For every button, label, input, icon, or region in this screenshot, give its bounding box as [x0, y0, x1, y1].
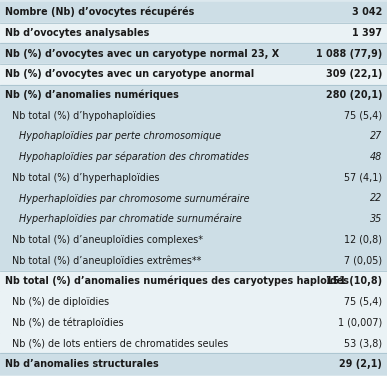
Text: 7 (0,05): 7 (0,05) — [344, 255, 382, 265]
Text: 1 088 (77,9): 1 088 (77,9) — [316, 49, 382, 59]
Bar — [0, 250, 387, 271]
Text: Nb total (%) d’hypohaploïdies: Nb total (%) d’hypohaploïdies — [12, 111, 155, 121]
Text: Nb (%) d’ovocytes avec un caryotype normal 23, X: Nb (%) d’ovocytes avec un caryotype norm… — [5, 49, 279, 59]
Text: 12 (0,8): 12 (0,8) — [344, 235, 382, 245]
Text: Hyperhaploïdies par chromosome surnuméraire: Hyperhaploïdies par chromosome surnuméra… — [19, 193, 249, 203]
Text: 53 (3,8): 53 (3,8) — [344, 338, 382, 348]
Text: Nb total (%) d’hyperhaploïdies: Nb total (%) d’hyperhaploïdies — [12, 173, 159, 183]
Text: Nb d’anomalies structurales: Nb d’anomalies structurales — [5, 359, 158, 369]
Bar — [0, 353, 387, 374]
Text: Nb (%) de diploïdies: Nb (%) de diploïdies — [12, 297, 109, 307]
Bar — [0, 229, 387, 250]
Text: Nb total (%) d’anomalies numériques des caryotypes haploïdes: Nb total (%) d’anomalies numériques des … — [5, 276, 349, 286]
Text: Nb total (%) d’aneuploïdies complexes*: Nb total (%) d’aneuploïdies complexes* — [12, 235, 203, 245]
Bar — [0, 147, 387, 167]
Text: Hypohaploïdies par perte chromosomique: Hypohaploïdies par perte chromosomique — [19, 131, 221, 141]
Bar — [0, 167, 387, 188]
Text: 22: 22 — [370, 193, 382, 203]
Bar — [0, 85, 387, 105]
Bar — [0, 43, 387, 64]
Bar — [0, 126, 387, 147]
Text: 57 (4,1): 57 (4,1) — [344, 173, 382, 183]
Text: 27: 27 — [370, 131, 382, 141]
Text: Nb (%) de lots entiers de chromatides seules: Nb (%) de lots entiers de chromatides se… — [12, 338, 228, 348]
Text: Nb total (%) d’aneuploïdies extrêmes**: Nb total (%) d’aneuploïdies extrêmes** — [12, 255, 201, 265]
Text: 1 (0,007): 1 (0,007) — [338, 317, 382, 327]
Text: Nb d’ovocytes analysables: Nb d’ovocytes analysables — [5, 28, 149, 38]
Text: 3 042: 3 042 — [352, 7, 382, 17]
Text: Nb (%) d’anomalies numériques: Nb (%) d’anomalies numériques — [5, 90, 178, 100]
Text: Nombre (Nb) d’ovocytes récupérés: Nombre (Nb) d’ovocytes récupérés — [5, 7, 194, 17]
Bar — [0, 105, 387, 126]
Text: Nb (%) d’ovocytes avec un caryotype anormal: Nb (%) d’ovocytes avec un caryotype anor… — [5, 69, 254, 79]
Text: 75 (5,4): 75 (5,4) — [344, 297, 382, 307]
Bar — [0, 64, 387, 85]
Bar — [0, 333, 387, 353]
Bar — [0, 209, 387, 229]
Text: 48: 48 — [370, 152, 382, 162]
Text: 151 (10,8): 151 (10,8) — [326, 276, 382, 286]
Bar — [0, 188, 387, 209]
Text: 35: 35 — [370, 214, 382, 224]
Bar — [0, 2, 387, 23]
Bar — [0, 271, 387, 291]
Text: 309 (22,1): 309 (22,1) — [326, 69, 382, 79]
Text: 280 (20,1): 280 (20,1) — [326, 90, 382, 100]
Bar — [0, 23, 387, 43]
Bar — [0, 291, 387, 312]
Text: Hypohaploïdies par séparation des chromatides: Hypohaploïdies par séparation des chroma… — [19, 152, 248, 162]
Text: Nb (%) de tétraploïdies: Nb (%) de tétraploïdies — [12, 317, 123, 327]
Text: 75 (5,4): 75 (5,4) — [344, 111, 382, 121]
Text: 29 (2,1): 29 (2,1) — [339, 359, 382, 369]
Text: 1 397: 1 397 — [352, 28, 382, 38]
Bar — [0, 312, 387, 333]
Text: Hyperhaploïdies par chromatide surnuméraire: Hyperhaploïdies par chromatide surnuméra… — [19, 214, 241, 224]
